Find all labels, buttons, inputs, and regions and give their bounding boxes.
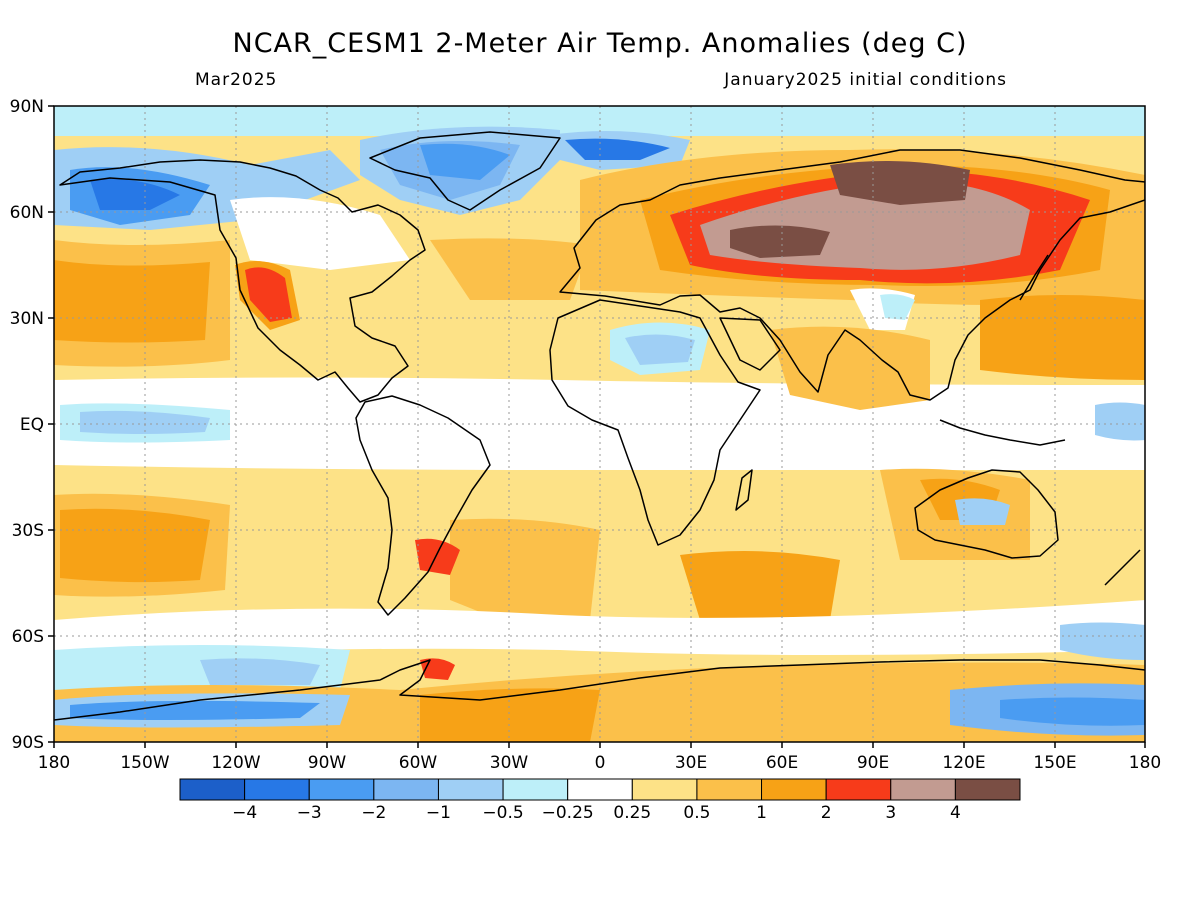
colorbar-swatch: [308, 778, 375, 801]
colorbar-swatch: [761, 778, 827, 801]
lat-label: 90S: [12, 733, 44, 753]
lon-label: 60E: [766, 753, 798, 773]
colorbar-swatch: [890, 778, 956, 801]
lon-label: 30W: [490, 753, 529, 773]
coast-australia: [914, 469, 1059, 559]
coast-eurasia: [559, 149, 1145, 401]
forecast-month: Mar2025: [195, 70, 278, 90]
colorbar-swatch: [244, 778, 310, 801]
coast-new-zealand: [1104, 549, 1141, 586]
lon-label: 60W: [399, 753, 438, 773]
colorbar-label: 0.5: [683, 803, 710, 823]
coast-madagascar: [735, 469, 753, 511]
colorbar: [179, 778, 1021, 801]
coast-indonesia: [939, 419, 1066, 446]
lat-label: 90N: [10, 97, 44, 117]
colorbar-swatch: [954, 778, 1021, 801]
lat-label: EQ: [20, 415, 44, 435]
map-title: NCAR_CESM1 2-Meter Air Temp. Anomalies (…: [232, 28, 968, 59]
colorbar-swatch: [437, 778, 504, 801]
coast-antarctica: [54, 659, 1145, 721]
colorbar-label: −0.25: [542, 803, 594, 823]
colorbar-swatch: [502, 778, 569, 801]
colorbar-label: −4: [232, 803, 257, 823]
latitude-labels: 90N 60N 30N EQ 30S 60S 90S: [10, 97, 44, 753]
colorbar-swatch: [696, 778, 763, 801]
colorbar-labels: −4 −3 −2 −1 −0.5 −0.25 0.25 0.5 1 2 3 4: [232, 803, 961, 823]
colorbar-swatch: [567, 778, 633, 801]
coast-africa: [549, 299, 761, 546]
lon-label: 90W: [308, 753, 347, 773]
coast-south-america: [355, 395, 491, 616]
lon-label: 30E: [675, 753, 707, 773]
coast-arabia: [719, 317, 781, 371]
lon-label: 150W: [120, 753, 169, 773]
lon-label: 180: [38, 753, 70, 773]
coastlines: [54, 131, 1145, 721]
colorbar-label: 4: [950, 803, 961, 823]
colorbar-label: −0.5: [482, 803, 523, 823]
lon-label: 90E: [857, 753, 889, 773]
lon-label: 120W: [211, 753, 260, 773]
colorbar-label: 2: [821, 803, 832, 823]
lon-label: 150E: [1033, 753, 1076, 773]
longitude-labels: 180 150W 120W 90W 60W 30W 0 30E 60E 90E …: [38, 753, 1161, 773]
lon-label: 0: [595, 753, 606, 773]
lat-label: 60N: [10, 203, 44, 223]
lat-label: 30S: [12, 521, 44, 541]
axis-ticks: [48, 105, 1146, 748]
coast-greenland: [369, 131, 561, 211]
lat-lon-grid: [54, 106, 1145, 742]
lat-label: 60S: [12, 627, 44, 647]
initial-conditions: January2025 initial conditions: [724, 70, 1007, 90]
colorbar-swatch: [373, 778, 439, 801]
colorbar-swatch: [631, 778, 698, 801]
colorbar-label: 3: [885, 803, 896, 823]
colorbar-swatch: [825, 778, 892, 801]
lat-label: 30N: [10, 309, 44, 329]
coast-north-america: [59, 159, 426, 403]
colorbar-label: −3: [297, 803, 322, 823]
lon-label: 180: [1129, 753, 1161, 773]
coast-japan: [1019, 254, 1049, 301]
lon-label: 120E: [942, 753, 985, 773]
colorbar-label: 0.25: [613, 803, 651, 823]
colorbar-label: 1: [756, 803, 767, 823]
colorbar-label: −2: [361, 803, 386, 823]
colorbar-label: −1: [426, 803, 451, 823]
colorbar-swatch: [179, 778, 246, 801]
